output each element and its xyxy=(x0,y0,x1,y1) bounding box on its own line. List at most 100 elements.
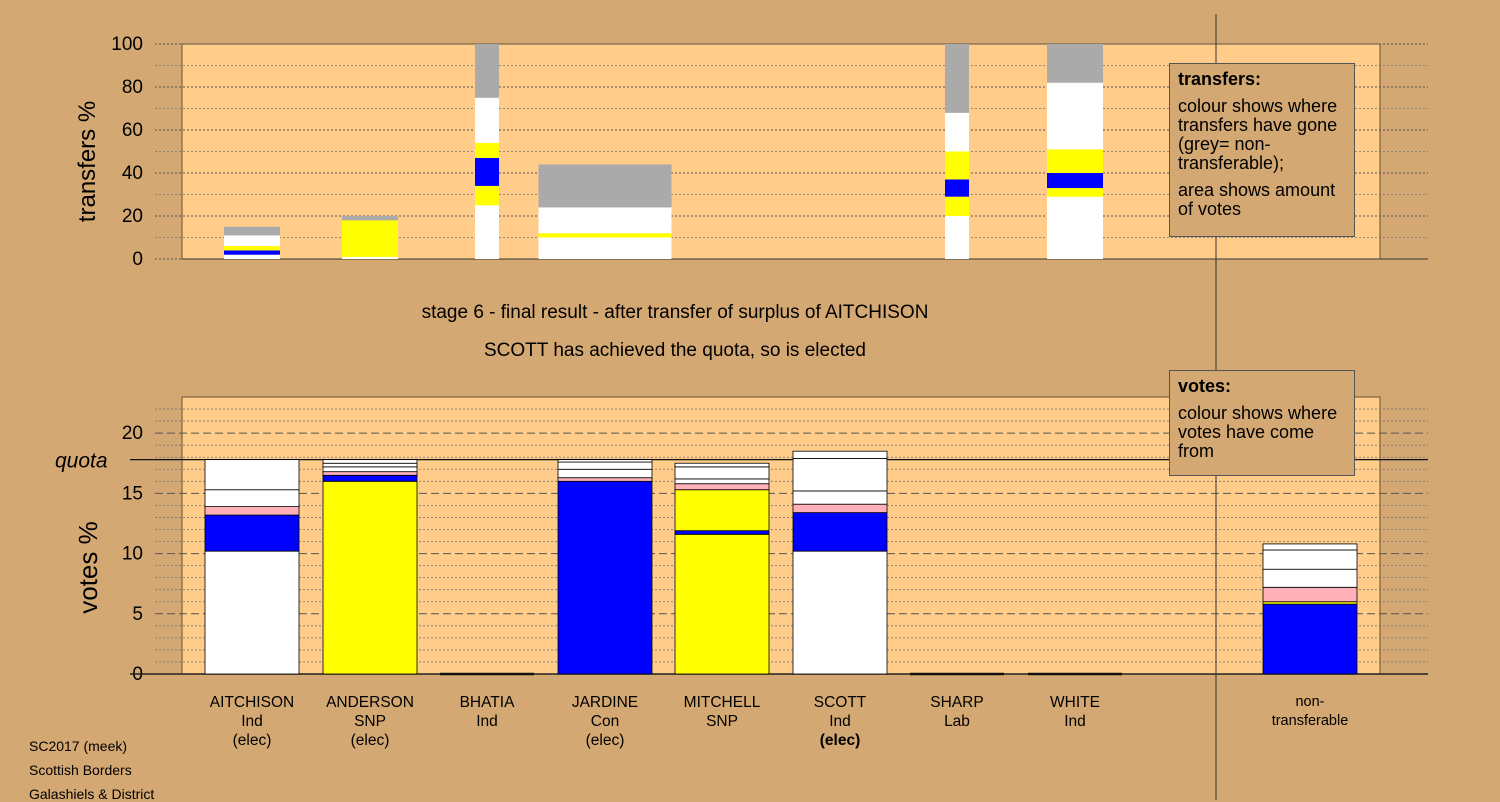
votes-bar-segment xyxy=(204,459,300,491)
votes-bar-segment xyxy=(1262,549,1358,570)
transfers-bar-segment xyxy=(945,44,969,113)
candidate-party: transferable xyxy=(1271,713,1349,729)
transfers-bars xyxy=(224,44,1103,259)
votes-bar-segment xyxy=(674,478,770,485)
candidate-party: Lab xyxy=(944,713,970,730)
votes-bar-segment xyxy=(322,466,418,473)
votes-bar-segment xyxy=(792,503,888,514)
transfers-tick-label: 20 xyxy=(122,206,143,227)
transfers-bar-segment xyxy=(475,97,499,143)
votes-bar-segment xyxy=(674,533,770,675)
transfers-axis-label: transfers % xyxy=(74,101,101,222)
transfers-bar-segment xyxy=(1047,44,1103,83)
votes-bar-segment xyxy=(204,550,300,675)
transfers-legend-title: transfers: xyxy=(1178,69,1262,89)
votes-bar-segment xyxy=(792,458,888,492)
votes-bar-segment xyxy=(322,462,418,468)
candidate-label: MITCHELL SNP xyxy=(657,693,787,731)
candidate-name: MITCHELL xyxy=(683,694,761,711)
transfers-bar-segment xyxy=(475,185,499,206)
votes-bar-segment xyxy=(674,462,770,468)
votes-bar-segment xyxy=(322,471,418,476)
votes-legend-line1: colour shows where votes have come from xyxy=(1178,403,1338,461)
candidate-status: (elec) xyxy=(585,732,625,749)
result-title: SCOTT has achieved the quota, so is elec… xyxy=(484,340,866,361)
votes-bar-segment xyxy=(322,474,418,482)
candidate-label: ANDERSON SNP (elec) xyxy=(305,693,435,750)
votes-tick-label: 15 xyxy=(122,483,143,504)
votes-bar-segment xyxy=(557,459,653,463)
votes-bar-segment xyxy=(557,468,653,479)
transfers-bar-segment xyxy=(475,205,499,259)
transfers-bar-segment xyxy=(224,226,280,236)
votes-bar-segment xyxy=(204,514,300,552)
candidate-party: Ind xyxy=(241,713,263,730)
candidate-status: (elec) xyxy=(819,732,861,749)
candidate-party: Con xyxy=(590,713,620,730)
votes-bar-segment xyxy=(674,530,770,535)
transfers-tick-label: 0 xyxy=(132,249,143,270)
candidate-label: AITCHISON Ind (elec) xyxy=(187,693,317,750)
transfers-legend: transfers: colour shows where transfers … xyxy=(1169,63,1355,237)
candidate-name: BHATIA xyxy=(459,694,515,711)
votes-tick-label: 5 xyxy=(132,604,143,625)
votes-bar-segment xyxy=(674,466,770,480)
candidate-name: SCOTT xyxy=(813,694,867,711)
candidate-name: WHITE xyxy=(1050,694,1100,711)
transfers-tick-label: 40 xyxy=(122,163,143,184)
transfers-legend-line2: area shows amount of votes xyxy=(1178,180,1336,219)
votes-bar-segment xyxy=(1262,543,1358,551)
footer-election: SC2017 (meek) xyxy=(29,738,128,754)
transfers-bar-segment xyxy=(945,112,969,152)
stage-title: stage 6 - final result - after transfer … xyxy=(421,302,929,323)
votes-bar-segment xyxy=(674,483,770,491)
transfers-bar-segment xyxy=(342,216,398,221)
candidate-party: Ind xyxy=(1064,713,1086,730)
votes-bar-segment xyxy=(557,461,653,470)
votes-bar-segment xyxy=(674,489,770,532)
votes-bars xyxy=(204,450,1358,676)
transfers-bar-segment xyxy=(224,250,280,255)
transfers-tick-label: 80 xyxy=(122,77,143,98)
candidate-name: non- xyxy=(1295,694,1325,710)
transfers-bar-segment xyxy=(224,235,280,247)
candidate-party: SNP xyxy=(354,713,386,730)
votes-bar-segment xyxy=(792,490,888,505)
transfers-bar-segment xyxy=(475,142,499,158)
votes-bar-segment xyxy=(792,512,888,552)
votes-legend-title: votes: xyxy=(1178,376,1232,396)
candidate-label: non-transferable xyxy=(1245,693,1375,731)
candidate-label: SCOTT Ind (elec) xyxy=(775,693,905,750)
candidate-name: AITCHISON xyxy=(209,694,295,711)
transfers-bar-segment xyxy=(538,233,672,238)
transfers-bar-segment xyxy=(945,216,969,259)
votes-bar-segment xyxy=(792,450,888,459)
votes-axis-label: votes % xyxy=(73,521,103,614)
candidate-party: SNP xyxy=(706,713,738,730)
transfers-bar-segment xyxy=(1047,196,1103,259)
candidate-label: SHARP Lab xyxy=(892,693,1022,731)
transfers-bar-segment xyxy=(342,256,398,259)
transfers-bar-segment xyxy=(538,237,672,259)
transfers-bar-segment xyxy=(1047,173,1103,189)
votes-bar-segment xyxy=(1262,568,1358,588)
transfers-bar-segment xyxy=(1047,188,1103,197)
votes-legend: votes: colour shows where votes have com… xyxy=(1169,370,1355,476)
footer-council: Scottish Borders xyxy=(29,762,132,778)
transfers-bar-segment xyxy=(538,164,672,208)
footer-ward: Galashiels & District xyxy=(29,786,155,802)
votes-bar-segment xyxy=(557,477,653,482)
transfers-bar-segment xyxy=(945,196,969,216)
candidate-name: SHARP xyxy=(930,694,984,711)
votes-bar-segment xyxy=(557,480,653,675)
transfers-bar-segment xyxy=(1047,149,1103,173)
transfers-bar-segment xyxy=(224,246,280,251)
transfers-bar-segment xyxy=(475,157,499,186)
votes-bar-segment xyxy=(792,550,888,675)
candidate-status: (elec) xyxy=(350,732,390,749)
candidate-name: ANDERSON xyxy=(326,694,414,711)
votes-tick-label: 20 xyxy=(122,423,143,444)
transfers-bar-segment xyxy=(224,254,280,259)
candidate-label: WHITE Ind xyxy=(1010,693,1140,731)
votes-bar-segment xyxy=(204,489,300,507)
